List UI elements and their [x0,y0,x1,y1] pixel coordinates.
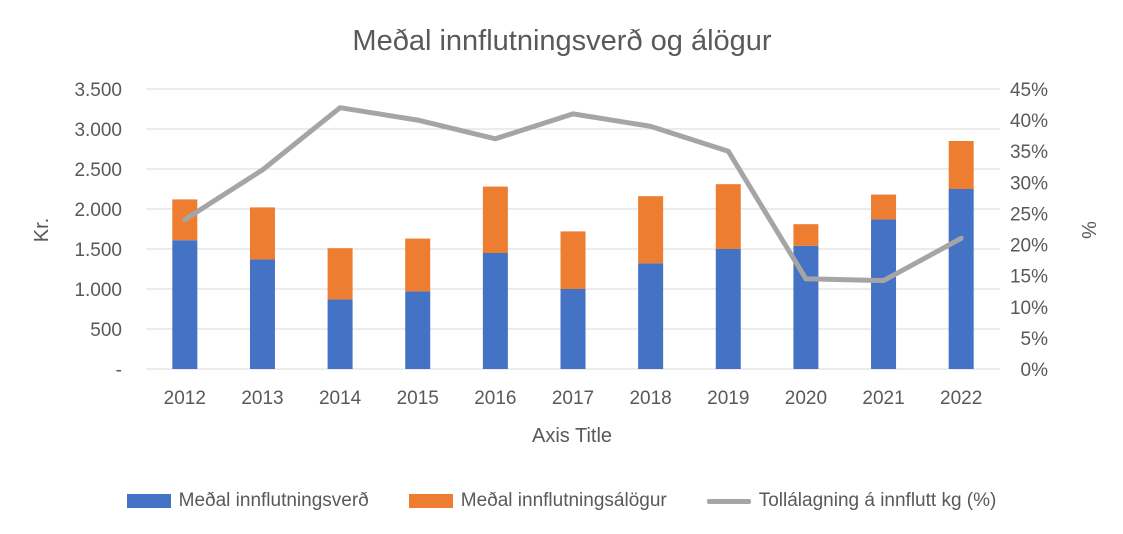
bar-levies-2022 [948,141,974,189]
y-tick-label-2: 1.000 [74,280,122,301]
y2-tick-label-5: 25% [1010,204,1048,225]
legend-item-price: Meðal innflutningsverð [126,490,369,512]
bar-price-2017 [560,289,586,369]
bar-levies-2016 [482,186,508,253]
x-tick-label-2020: 2020 [785,388,827,409]
y-tick-label-0: - [116,360,122,381]
bar-levies-2020 [793,224,819,246]
bar-price-2022 [948,189,974,369]
y-tick-label-3: 1.500 [74,240,122,261]
y2-axis-ticks: 0% 5% 10% 15% 20% 25% 30% 35% 40% 45% [1010,80,1048,381]
bar-price-2021 [871,219,897,369]
bar-levies-2019 [715,184,741,249]
legend-label-tariff: Tollálagning á innflutt kg (%) [758,490,997,511]
y2-tick-label-7: 35% [1010,142,1048,163]
y-tick-label-5: 2.500 [74,160,122,181]
bar-price-2012 [172,240,198,369]
y-axis-title: Kr. [31,218,53,242]
bar-price-2016 [482,253,508,369]
x-tick-label-2016: 2016 [474,388,516,409]
legend-item-tariff: Tollálagning á innflutt kg (%) [706,490,997,512]
x-tick-label-2013: 2013 [241,388,283,409]
y2-tick-label-6: 30% [1010,173,1048,194]
bar-levies-2018 [638,196,664,264]
y2-tick-label-8: 40% [1010,111,1048,132]
x-tick-label-2019: 2019 [707,388,749,409]
x-tick-label-2014: 2014 [319,388,362,409]
y2-tick-label-0: 0% [1021,360,1049,381]
x-tick-label-2021: 2021 [862,388,904,409]
legend-label-levies: Meðal innflutningsálögur [460,490,667,511]
legend: Meðal innflutningsverð Meðal innflutning… [0,486,1123,516]
x-tick-label-2015: 2015 [397,388,439,409]
bar-levies-2015 [405,238,431,292]
legend-label-price: Meðal innflutningsverð [178,490,369,511]
y2-tick-label-9: 45% [1010,80,1048,101]
y-tick-label-1: 500 [90,320,122,341]
legend-swatch-levies [408,494,453,508]
bar-price-2013 [249,259,275,369]
legend-swatch-tariff [706,498,751,504]
y2-tick-label-1: 5% [1021,329,1049,350]
bar-price-2019 [715,249,741,369]
y2-tick-label-4: 20% [1010,236,1048,257]
x-axis-ticks: 2012 2013 2014 2015 2016 2017 2018 2019 2020 2021… [164,388,983,409]
bar-price-2018 [638,263,664,369]
y2-tick-label-3: 15% [1010,267,1048,288]
bar-price-2015 [405,291,431,369]
bars [172,141,974,369]
x-tick-label-2012: 2012 [164,388,206,409]
y2-tick-label-2: 10% [1010,298,1048,319]
x-tick-label-2018: 2018 [629,388,671,409]
x-axis-title: Axis Title [532,425,612,447]
y-tick-label-7: 3.500 [74,80,122,101]
line-layer [182,105,964,284]
bar-levies-2017 [560,231,586,289]
x-tick-label-2017: 2017 [552,388,594,409]
y2-axis-title: % [1077,221,1099,239]
y-tick-label-4: 2.000 [74,200,122,221]
bar-levies-2013 [249,207,275,260]
chart-title: Meðal innflutningsverð og álögur [352,25,771,57]
bar-levies-2014 [327,248,353,300]
x-tick-label-2022: 2022 [940,388,982,409]
bar-levies-2021 [871,194,897,220]
legend-item-levies: Meðal innflutningsálögur [408,490,667,512]
legend-swatch-price [126,494,171,508]
bar-price-2014 [327,299,353,369]
y-tick-label-6: 3.000 [74,120,122,141]
y-axis-ticks: - 500 1.000 1.500 2.000 2.500 3.000 3.500 [74,80,122,381]
